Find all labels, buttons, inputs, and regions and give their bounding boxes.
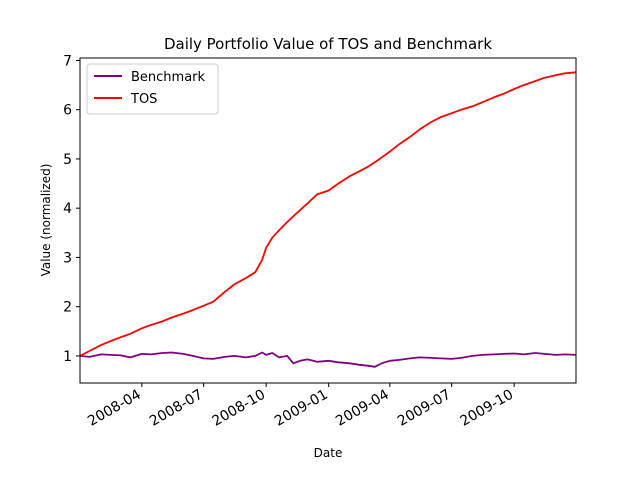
series-lines [79,71,577,368]
y-tick-label: 5 [63,152,72,168]
y-tick-label: 3 [63,250,72,266]
y-tick-label: 7 [63,53,72,69]
x-axis-label: Date [314,446,343,460]
chart-title: Daily Portfolio Value of TOS and Benchma… [164,35,492,53]
y-axis-ticks: 1 2 3 4 5 6 7 [63,53,80,365]
series-line-tos [79,71,577,357]
legend: Benchmark TOS [86,63,219,115]
y-tick-label: 4 [63,201,72,217]
y-tick-label: 1 [63,349,72,365]
y-tick-label: 6 [63,103,72,119]
legend-label-benchmark: Benchmark [131,70,206,85]
y-axis-label: Value (normalized) [39,164,53,277]
series-line-benchmark [79,351,577,368]
y-tick-label: 2 [63,300,72,316]
legend-label-tos: TOS [130,92,157,107]
plot-frame [79,57,577,384]
